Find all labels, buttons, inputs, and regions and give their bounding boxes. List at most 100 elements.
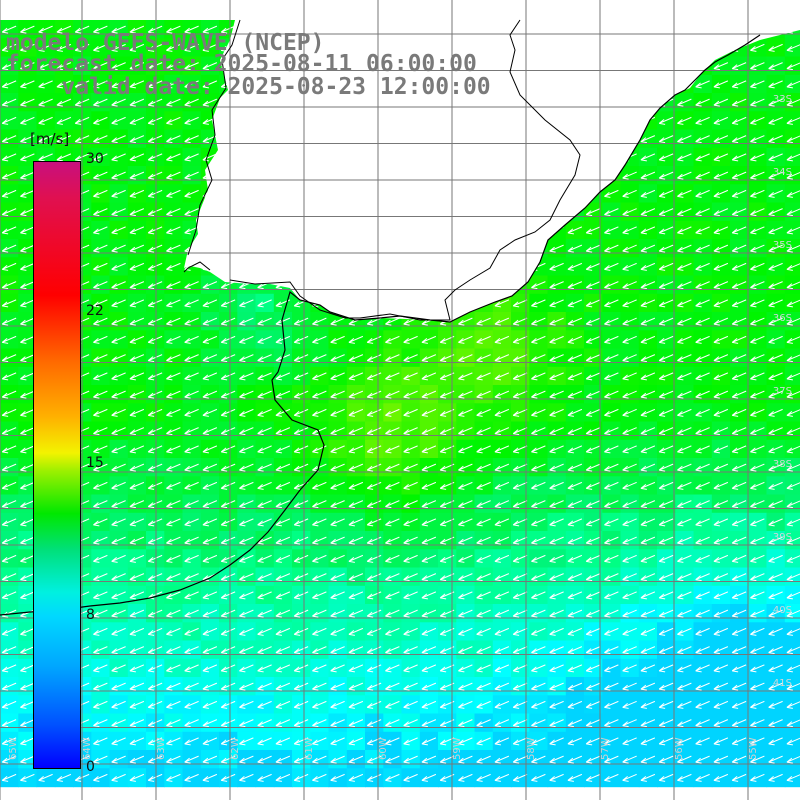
wind-arrow xyxy=(731,153,747,162)
wind-arrow xyxy=(512,682,528,691)
wind-arrow xyxy=(366,408,382,417)
wind-arrow xyxy=(750,700,765,709)
wind-arrow xyxy=(38,43,53,52)
wind-arrow xyxy=(275,627,291,636)
wind-arrow xyxy=(129,171,145,180)
wind-arrow xyxy=(330,646,345,655)
wind-arrow xyxy=(293,755,309,764)
wind-arrow xyxy=(385,773,400,782)
wind-arrow xyxy=(604,700,619,709)
wind-arrow xyxy=(403,682,418,691)
wind-arrow xyxy=(731,445,747,454)
wind-arrow xyxy=(129,463,145,472)
wind-arrow xyxy=(622,700,637,709)
wind-arrow xyxy=(713,335,729,344)
wind-arrow xyxy=(750,427,765,436)
wind-arrow xyxy=(585,773,601,782)
wind-arrow xyxy=(348,682,364,691)
wind-arrow xyxy=(129,609,145,618)
wind-arrow xyxy=(640,189,656,198)
wind-arrow xyxy=(330,682,345,691)
wind-arrow xyxy=(257,737,272,746)
wind-arrow xyxy=(385,354,400,363)
wind-arrow xyxy=(658,135,674,144)
wind-arrow xyxy=(512,700,528,709)
wind-arrow xyxy=(275,408,291,417)
wind-arrow xyxy=(403,627,418,636)
wind-arrow xyxy=(622,609,637,618)
wind-arrow xyxy=(348,427,364,436)
wind-arrow xyxy=(695,372,710,381)
wind-arrow xyxy=(786,591,800,600)
wind-arrow xyxy=(403,554,418,563)
wind-arrow xyxy=(366,737,382,746)
wind-arrow xyxy=(677,646,692,655)
wind-arrow xyxy=(293,664,309,673)
wind-arrow xyxy=(750,737,765,746)
wind-arrow xyxy=(275,536,291,545)
wind-arrow xyxy=(385,390,400,399)
wind-arrow xyxy=(184,536,199,545)
wind-arrow xyxy=(750,62,765,71)
wind-arrow xyxy=(403,573,418,582)
wind-arrow xyxy=(768,153,783,162)
wind-arrow xyxy=(421,427,437,436)
wind-arrow xyxy=(604,755,619,764)
wind-arrow xyxy=(184,627,199,636)
wind-arrow xyxy=(768,189,783,198)
wind-arrow xyxy=(531,646,546,655)
wind-arrow xyxy=(640,463,656,472)
wind-arrow xyxy=(640,573,656,582)
wind-arrow xyxy=(512,518,528,527)
wind-arrow xyxy=(750,262,765,271)
wind-arrow xyxy=(93,153,108,162)
wind-arrow xyxy=(731,536,747,545)
wind-arrow xyxy=(239,719,254,728)
wind-arrow xyxy=(750,98,765,107)
wind-arrow xyxy=(713,171,729,180)
wind-arrow xyxy=(640,682,656,691)
wind-arrow xyxy=(366,335,382,344)
wind-arrow xyxy=(458,536,473,545)
wind-arrow xyxy=(403,700,418,709)
wind-arrow xyxy=(111,427,126,436)
wind-arrow xyxy=(786,482,800,490)
wind-arrow xyxy=(604,536,619,545)
wind-arrow xyxy=(476,719,491,728)
wind-arrow xyxy=(93,80,108,89)
wind-arrow xyxy=(713,481,729,490)
wind-arrow xyxy=(677,262,692,271)
wind-arrow xyxy=(38,135,53,144)
wind-arrow xyxy=(257,664,272,673)
wind-arrow xyxy=(585,591,601,600)
wind-arrow xyxy=(604,408,619,417)
wind-arrow xyxy=(184,98,199,107)
wind-arrow xyxy=(658,609,674,618)
wind-arrow xyxy=(695,591,710,600)
wind-arrow xyxy=(695,427,710,436)
wind-arrow xyxy=(220,481,236,490)
wind-arrow xyxy=(275,463,291,472)
wind-arrow xyxy=(695,445,710,454)
wind-arrow xyxy=(202,518,218,527)
wind-arrow xyxy=(93,737,108,746)
wind-arrow xyxy=(275,646,291,655)
wind-arrow xyxy=(476,536,491,545)
wind-arrow xyxy=(257,773,272,782)
wind-arrow xyxy=(239,627,254,636)
wind-arrow xyxy=(585,664,601,673)
wind-arrow xyxy=(750,682,765,691)
wind-arrow xyxy=(567,500,583,509)
wind-arrow xyxy=(184,646,199,655)
wind-arrow xyxy=(385,646,400,655)
wind-arrow xyxy=(147,573,163,582)
wind-arrow xyxy=(768,390,783,399)
wind-arrow xyxy=(93,262,108,271)
wind-arrow xyxy=(220,719,236,728)
wind-arrow xyxy=(93,591,108,600)
wind-arrow xyxy=(585,372,601,381)
wind-arrow xyxy=(622,737,637,746)
wind-arrow xyxy=(312,317,327,326)
wind-arrow xyxy=(604,244,619,253)
wind-arrow xyxy=(275,554,291,563)
